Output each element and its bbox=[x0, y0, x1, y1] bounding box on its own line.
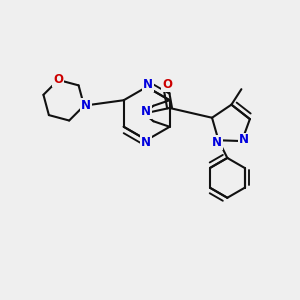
Text: N: N bbox=[81, 99, 91, 112]
Text: O: O bbox=[162, 78, 172, 91]
Text: N: N bbox=[212, 136, 222, 149]
Text: N: N bbox=[141, 136, 151, 149]
Text: N: N bbox=[239, 134, 249, 146]
Text: N: N bbox=[143, 78, 153, 91]
Text: N: N bbox=[141, 105, 151, 118]
Text: O: O bbox=[53, 73, 63, 86]
